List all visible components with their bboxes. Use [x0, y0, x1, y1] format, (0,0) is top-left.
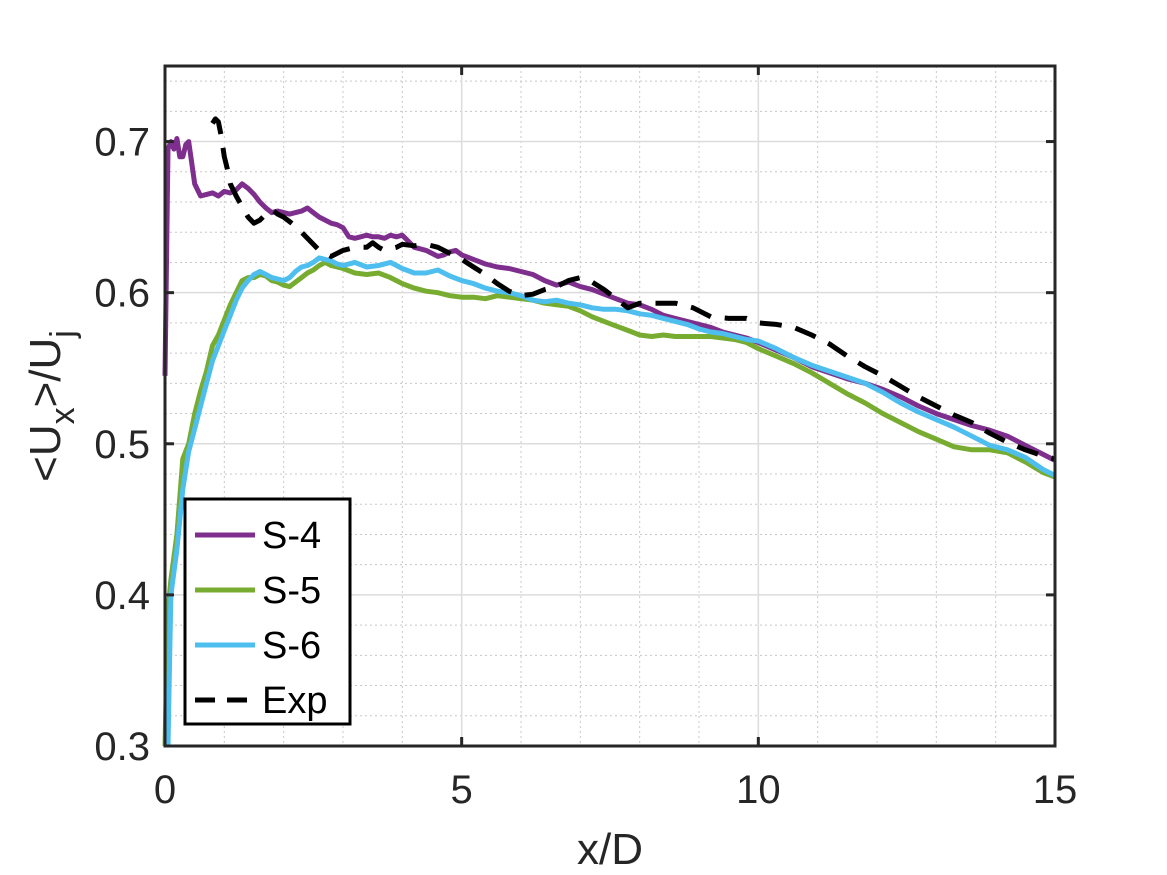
legend-label-s-5: S-5 — [262, 570, 321, 612]
x-tick-labels: 0 5 10 15 — [154, 768, 1077, 812]
y-axis-label-mid: >/U — [21, 338, 70, 408]
y-axis-label-base: <U — [21, 424, 70, 481]
y-tick-labels: 0.3 0.4 0.5 0.6 0.7 — [94, 121, 150, 769]
minor-grid — [165, 66, 1055, 746]
series-line-s-5 — [162, 259, 1056, 747]
x-tick-label: 15 — [1033, 768, 1078, 812]
y-tick-label: 0.5 — [94, 423, 150, 467]
x-tick-label: 5 — [451, 768, 473, 812]
series-line-s-6 — [165, 255, 1057, 747]
series-line-exp — [210, 116, 1056, 462]
y-axis-label: <Ux>/Uj — [21, 330, 82, 482]
axes-box — [163, 64, 1057, 748]
legend-label-s-6: S-6 — [262, 625, 321, 667]
y-axis-label-sub2: j — [44, 330, 82, 339]
y-tick-label: 0.7 — [94, 121, 150, 165]
x-tick-label: 10 — [736, 768, 781, 812]
series-lines — [162, 116, 1057, 747]
y-tick-label: 0.6 — [94, 272, 150, 316]
y-axis-label-sub1: x — [44, 407, 82, 424]
x-axis-label: x/D — [577, 825, 643, 874]
legend-label-s-4: S-4 — [262, 515, 321, 557]
y-tick-label: 0.4 — [94, 574, 150, 618]
legend-label-exp: Exp — [262, 680, 327, 722]
legend: S-4 S-5 S-6 Exp — [183, 497, 352, 726]
axis-ticks — [163, 66, 1057, 748]
y-tick-label: 0.3 — [94, 725, 150, 769]
x-tick-label: 0 — [154, 768, 176, 812]
